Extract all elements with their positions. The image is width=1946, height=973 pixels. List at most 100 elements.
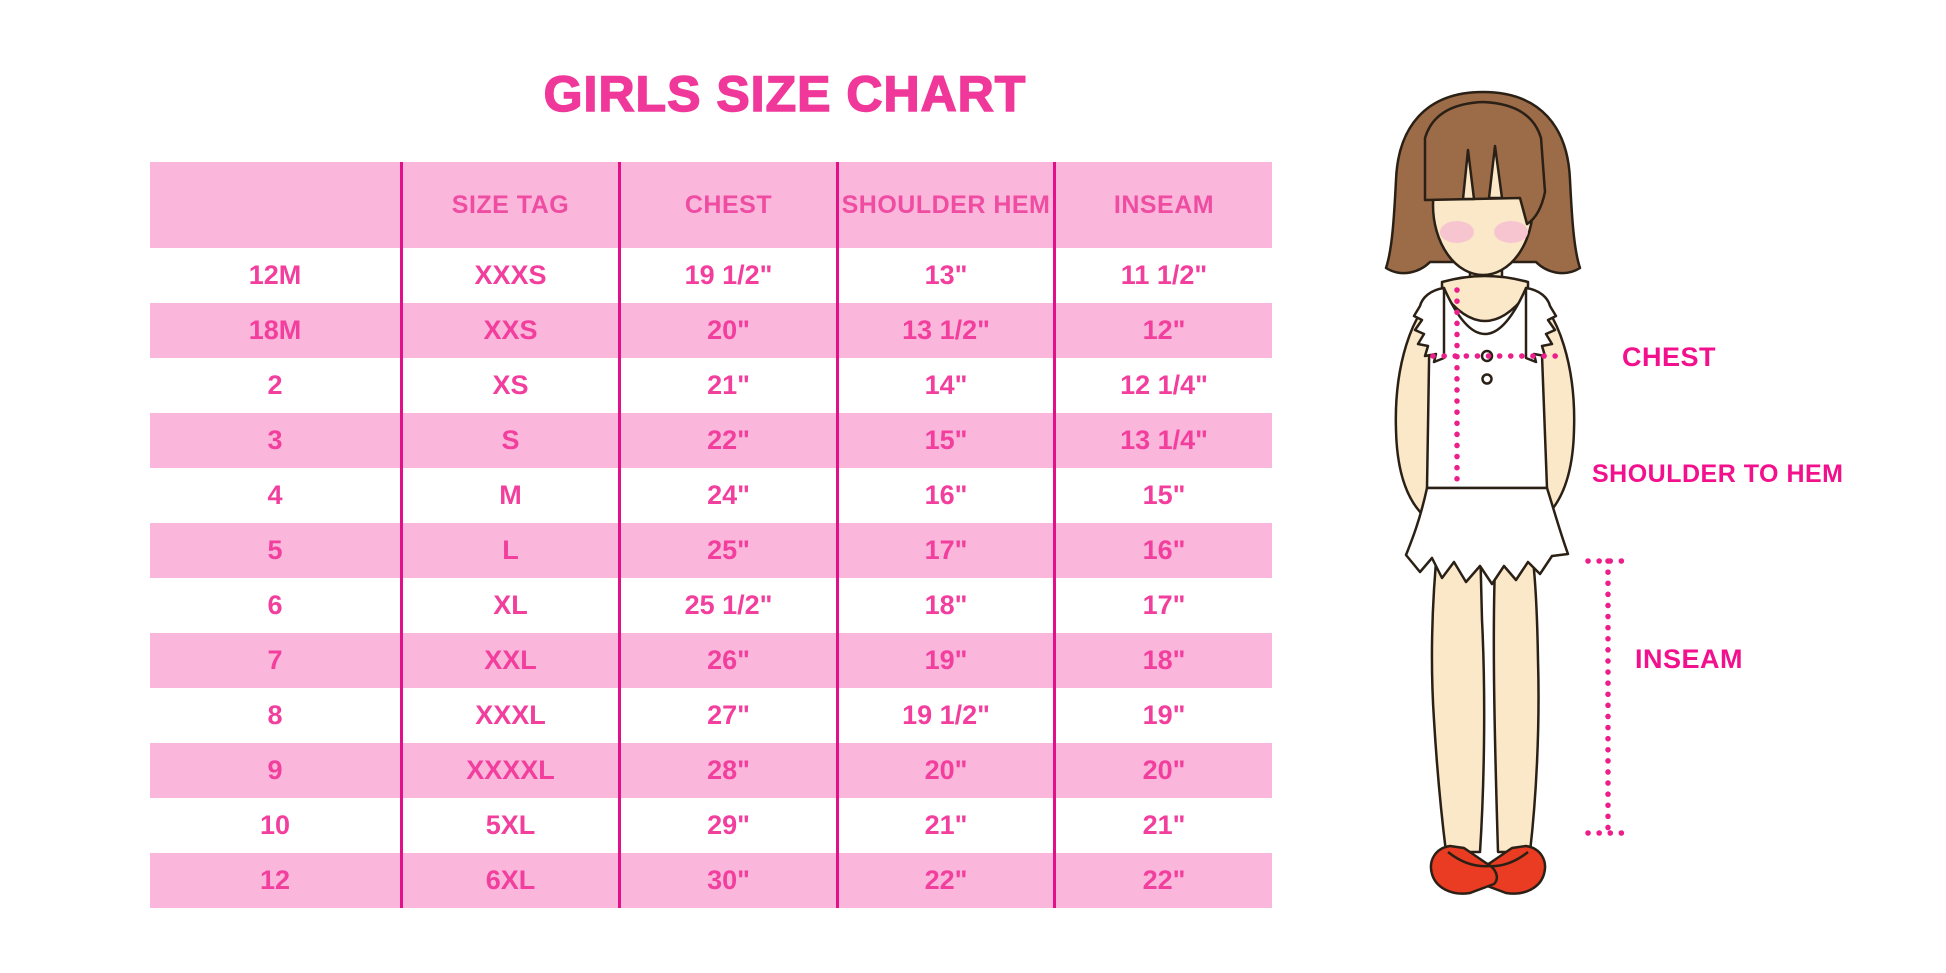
blush-right: [1494, 221, 1528, 243]
table-cell: 20": [1053, 743, 1272, 798]
table-cell: 14": [836, 358, 1055, 413]
dress-button-top: [1480, 349, 1494, 363]
girl-illustration: [1384, 90, 1625, 895]
table-cell: 7: [150, 633, 402, 688]
table-cell: 2: [150, 358, 402, 413]
table-cell: M: [400, 468, 620, 523]
table-cell: 16": [1053, 523, 1272, 578]
table-cell: 22": [1053, 853, 1272, 908]
table-cell: 24": [618, 468, 838, 523]
column-header: CHEST: [618, 162, 838, 248]
table-cell: 13 1/4": [1053, 413, 1272, 468]
header-row: SIZE TAG CHEST SHOULDER HEM INSEAM: [150, 162, 1272, 248]
table-cell: XXXL: [400, 688, 620, 743]
table-row: 7 XXL 26" 19" 18": [150, 633, 1272, 688]
dress-skirt: [1404, 486, 1570, 586]
table-body: 12M XXXS 19 1/2" 13" 11 1/2" 18M XXS 20" 13 1/2"…: [150, 248, 1272, 908]
page-title: GIRLS SIZE CHART: [543, 65, 1027, 123]
table-cell: 19 1/2": [618, 248, 838, 303]
table-cell: XL: [400, 578, 620, 633]
shoulder-to-hem-label: SHOULDER TO HEM: [1592, 460, 1844, 488]
table-row: 3 S 22" 15" 13 1/4": [150, 413, 1272, 468]
table-cell: XXXXL: [400, 743, 620, 798]
table-cell: L: [400, 523, 620, 578]
table-cell: 17": [836, 523, 1055, 578]
table-row: 10 5XL 29" 21" 21": [150, 798, 1272, 853]
right-leg: [1492, 538, 1540, 854]
table-row: 2 XS 21" 14" 12 1/4": [150, 358, 1272, 413]
table-cell: 19": [1053, 688, 1272, 743]
table-cell: 11 1/2": [1053, 248, 1272, 303]
table-row: 4 M 24" 16" 15": [150, 468, 1272, 523]
table-cell: XXS: [400, 303, 620, 358]
table-cell: 19": [836, 633, 1055, 688]
right-shoe-strap: [1485, 851, 1529, 868]
table-row: 12M XXXS 19 1/2" 13" 11 1/2": [150, 248, 1272, 303]
table-cell: 25": [618, 523, 838, 578]
table-cell: 12": [1053, 303, 1272, 358]
table-cell: 20": [618, 303, 838, 358]
table-cell: 4: [150, 468, 402, 523]
size-chart-table: SIZE TAG CHEST SHOULDER HEM INSEAM 12M XXXS 1…: [150, 162, 1272, 908]
table-cell: 18": [836, 578, 1055, 633]
chest-label: CHEST: [1622, 342, 1717, 372]
table-cell: 8: [150, 688, 402, 743]
table-cell: 19 1/2": [836, 688, 1055, 743]
table-row: 12 6XL 30" 22" 22": [150, 853, 1272, 908]
neck: [1468, 243, 1504, 297]
face: [1431, 133, 1535, 277]
inseam-label: INSEAM: [1635, 644, 1744, 674]
column-header: SIZE TAG: [400, 162, 620, 248]
table-cell: 18M: [150, 303, 402, 358]
left-leg: [1430, 538, 1486, 854]
table-cell: 22": [618, 413, 838, 468]
table-cell: 9: [150, 743, 402, 798]
dress-bodice: [1425, 286, 1549, 490]
table-cell: XXL: [400, 633, 620, 688]
table-cell: 15": [836, 413, 1055, 468]
dress-button-bottom: [1481, 373, 1493, 385]
left-sleeve-ruffle: [1412, 286, 1446, 364]
left-shoe-strap: [1447, 851, 1491, 868]
table-row: 9 XXXXL 28" 20" 20": [150, 743, 1272, 798]
table-cell: 16": [836, 468, 1055, 523]
table-row: 8 XXXL 27" 19 1/2" 19": [150, 688, 1272, 743]
table-row: 6 XL 25 1/2" 18" 17": [150, 578, 1272, 633]
table-row: 18M XXS 20" 13 1/2" 12": [150, 303, 1272, 358]
right-shoe: [1478, 844, 1547, 895]
table-cell: 5XL: [400, 798, 620, 853]
table-cell: 3: [150, 413, 402, 468]
hair-back: [1384, 90, 1582, 275]
table-cell: 26": [618, 633, 838, 688]
table-cell: 25 1/2": [618, 578, 838, 633]
table-header: SIZE TAG CHEST SHOULDER HEM INSEAM: [150, 162, 1272, 248]
table-cell: 27": [618, 688, 838, 743]
table-cell: 6: [150, 578, 402, 633]
table-cell: 13": [836, 248, 1055, 303]
bangs-notch-right: [1487, 144, 1504, 200]
table-cell: 18": [1053, 633, 1272, 688]
table-cell: 17": [1053, 578, 1272, 633]
column-header: SHOULDER HEM: [836, 162, 1055, 248]
blush-left: [1440, 221, 1474, 243]
table-cell: S: [400, 413, 620, 468]
table-cell: 12 1/4": [1053, 358, 1272, 413]
right-arm: [1518, 288, 1576, 520]
bangs-notch-left: [1461, 148, 1476, 201]
table-cell: 30": [618, 853, 838, 908]
column-header: INSEAM: [1053, 162, 1272, 248]
left-shoe: [1429, 844, 1498, 895]
table-cell: 6XL: [400, 853, 620, 908]
table-cell: 21": [1053, 798, 1272, 853]
table-row: 5 L 25" 17" 16": [150, 523, 1272, 578]
table-cell: 21": [836, 798, 1055, 853]
table-cell: 22": [836, 853, 1055, 908]
upper-chest-skin: [1440, 274, 1530, 323]
table-cell: 28": [618, 743, 838, 798]
bangs: [1423, 100, 1547, 226]
table-cell: 10: [150, 798, 402, 853]
table-cell: 13 1/2": [836, 303, 1055, 358]
table-cell: 15": [1053, 468, 1272, 523]
table-cell: 12M: [150, 248, 402, 303]
